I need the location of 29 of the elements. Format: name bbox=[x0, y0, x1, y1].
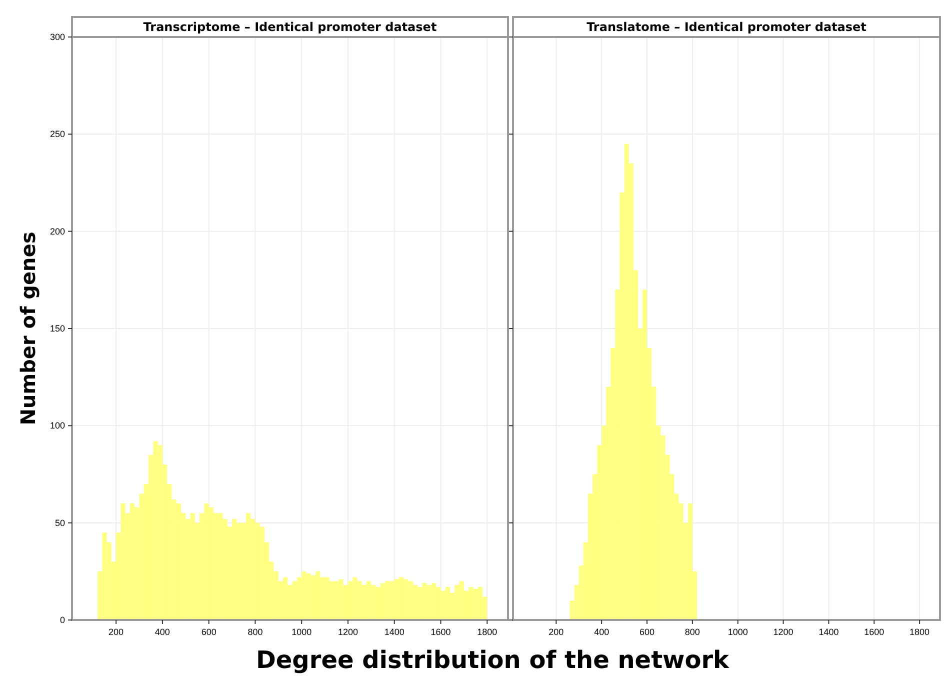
x-tick-label: 400 bbox=[154, 627, 170, 637]
x-tick-label: 400 bbox=[594, 627, 610, 637]
chart-title: Translatome – Identical promoter dataset bbox=[586, 20, 867, 34]
x-tick-label: 800 bbox=[248, 627, 263, 637]
y-tick-label: 100 bbox=[50, 420, 65, 431]
x-tick-label: 1000 bbox=[292, 627, 312, 637]
y-tick-label: 150 bbox=[50, 324, 65, 334]
chart-title: Transcriptome – Identical promoter dataset bbox=[143, 20, 437, 34]
x-tick-label: 1000 bbox=[728, 627, 748, 637]
x-tick-label: 200 bbox=[548, 627, 564, 637]
x-tick-label: 1800 bbox=[910, 627, 930, 637]
x-tick-label: 1200 bbox=[338, 627, 358, 637]
x-tick-label: 800 bbox=[684, 627, 700, 637]
y-tick-label: 250 bbox=[50, 129, 65, 140]
y-tick-label: 200 bbox=[50, 226, 65, 236]
x-tick-label: 1600 bbox=[864, 627, 884, 637]
x-tick-label: 600 bbox=[201, 627, 216, 637]
y-tick-label: 300 bbox=[50, 32, 65, 42]
x-tick-label: 1400 bbox=[818, 627, 839, 637]
x-axis-title: Degree distribution of the network bbox=[256, 646, 730, 674]
x-tick-label: 600 bbox=[639, 627, 655, 637]
x-tick-label: 1600 bbox=[430, 627, 451, 637]
y-tick-label: 0 bbox=[60, 615, 65, 625]
x-tick-label: 1400 bbox=[384, 627, 404, 637]
x-tick-label: 200 bbox=[108, 627, 124, 637]
x-tick-label: 1200 bbox=[773, 627, 794, 637]
y-axis-title: Number of genes bbox=[16, 232, 40, 426]
x-tick-label: 1800 bbox=[477, 627, 498, 637]
y-tick-label: 50 bbox=[54, 518, 65, 528]
